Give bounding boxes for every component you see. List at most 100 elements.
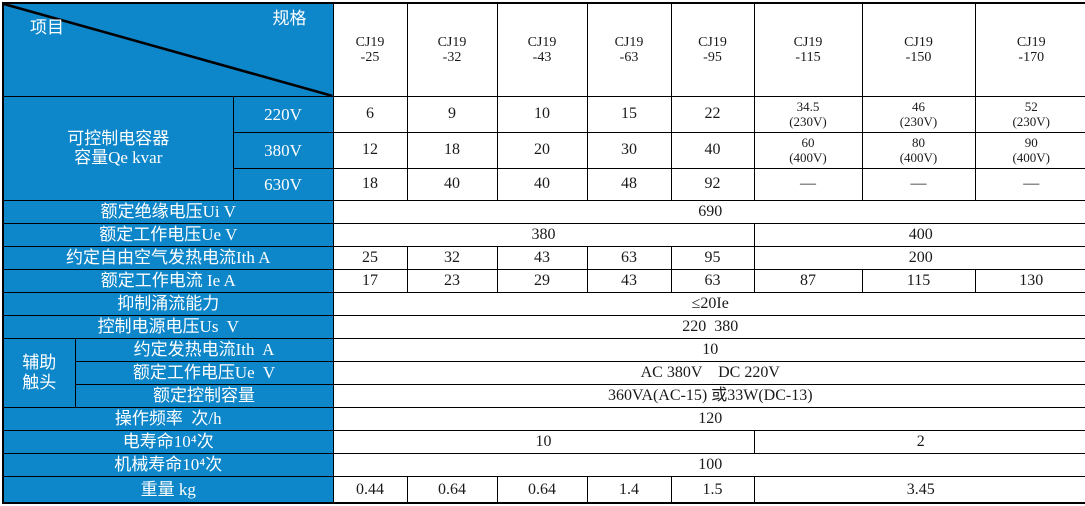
col-header-cj19-115: CJ19 -115 — [753, 2, 863, 97]
cell-380v-cj19-150: 80 (400V) — [861, 131, 976, 169]
insulation-label: 额定绝缘电压Ui V — [2, 199, 334, 224]
working-voltage-right: 400 — [753, 222, 1085, 247]
capacitor-630v-label: 630V — [232, 167, 334, 201]
cell-ith-cj19-63: 63 — [586, 245, 672, 270]
insulation-value: 690 — [332, 199, 1085, 224]
frequency-value: 120 — [332, 406, 1085, 431]
header-row: 项目 规格 CJ19 -25 CJ19 -32 CJ19 -43 CJ19 -6… — [2, 2, 1085, 97]
col-header-cj19-63: CJ19 -63 — [586, 2, 672, 97]
cell-ith-cj19-43: 43 — [496, 245, 588, 270]
cell-630v-cj19-43: 40 — [496, 167, 588, 201]
aux-capacity-label: 额定控制容量 — [74, 383, 334, 408]
row-aux-capacity: 额定控制容量 360VA(AC-15) 或33W(DC-13) — [3, 383, 1085, 408]
cell-220v-cj19-170: 52 (230V) — [974, 95, 1085, 133]
cell-380v-cj19-115: 60 (400V) — [753, 131, 863, 169]
cell-ith-cj19-95: 95 — [670, 245, 755, 270]
electrical-life-left: 10 — [332, 429, 755, 454]
cell-380v-cj19-25: 12 — [332, 131, 408, 169]
mechanical-life-value: 100 — [332, 452, 1085, 477]
control-voltage-value: 220 380 — [332, 314, 1085, 339]
aux-voltage-value: AC 380V DC 220V — [332, 360, 1085, 385]
cell-ith-cj19-32: 32 — [406, 245, 498, 270]
cell-380v-cj19-95: 40 — [670, 131, 755, 169]
row-aux-voltage: 额定工作电压Ue V AC 380V DC 220V — [3, 360, 1085, 385]
aux-voltage-label: 额定工作电压Ue V — [74, 360, 334, 385]
cell-ie-cj19-170: 130 — [974, 268, 1085, 293]
working-voltage-label: 额定工作电压Ue V — [2, 222, 334, 247]
cell-ie-cj19-25: 17 — [332, 268, 408, 293]
cell-220v-cj19-95: 22 — [670, 95, 755, 133]
cell-630v-cj19-170: — — [974, 167, 1085, 201]
corner-cell: 项目 规格 — [2, 2, 334, 97]
control-voltage-label: 控制电源电压Us V — [2, 314, 334, 339]
cell-ie-cj19-95: 63 — [670, 268, 755, 293]
mechanical-life-label: 机械寿命10⁴次 — [2, 452, 334, 477]
inrush-label: 抑制涌流能力 — [2, 291, 334, 316]
cell-ie-cj19-150: 115 — [861, 268, 976, 293]
cell-ie-cj19-63: 43 — [586, 268, 672, 293]
aux-group-label: 辅助 触头 — [2, 337, 76, 408]
diagonal-divider — [4, 4, 332, 96]
row-frequency: 操作频率 次/h 120 — [2, 406, 1085, 431]
row-capacitor-220v: 可控制电容器 容量Qe kvar 220V 6 9 10 15 22 34.5 … — [2, 95, 1085, 201]
col-header-cj19-150: CJ19 -150 — [861, 2, 976, 97]
row-insulation-voltage: 额定绝缘电压Ui V 690 — [2, 199, 1085, 224]
corner-spec-label: 规格 — [272, 9, 307, 28]
cell-220v-cj19-115: 34.5 (230V) — [753, 95, 863, 133]
cell-630v-cj19-25: 18 — [332, 167, 408, 201]
col-header-cj19-95: CJ19 -95 — [670, 2, 755, 97]
cell-380v-cj19-32: 18 — [406, 131, 498, 169]
row-electrical-life: 电寿命10⁴次 10 2 — [2, 429, 1085, 454]
row-control-voltage: 控制电源电压Us V 220 380 — [2, 314, 1085, 339]
corner-item-label: 项目 — [30, 18, 64, 37]
row-inrush: 抑制涌流能力 ≤20Ie — [2, 291, 1085, 316]
frequency-label: 操作频率 次/h — [2, 406, 334, 431]
aux-capacity-value: 360VA(AC-15) 或33W(DC-13) — [332, 383, 1085, 408]
aux-thermal-label: 约定发热电流Ith A — [74, 337, 334, 362]
cell-630v-cj19-115: — — [753, 167, 863, 201]
col-header-cj19-43: CJ19 -43 — [496, 2, 588, 97]
cell-220v-cj19-32: 9 — [406, 95, 498, 133]
free-air-current-label: 约定自由空气发热电流Ith A — [2, 245, 334, 270]
row-rated-current: 额定工作电流 Ie A 17 23 29 43 63 87 115 130 — [2, 268, 1085, 293]
cell-630v-cj19-32: 40 — [406, 167, 498, 201]
inrush-value: ≤20Ie — [332, 291, 1085, 316]
cell-weight-cj19-25: 0.44 — [332, 475, 408, 504]
rated-current-label: 额定工作电流 Ie A — [2, 268, 334, 293]
cell-weight-cj19-32: 0.64 — [406, 475, 498, 504]
cell-weight-cj19-95: 1.5 — [670, 475, 755, 504]
weight-label: 重量 kg — [2, 475, 334, 504]
row-capacitor-630v: 630V 18 40 40 48 92 — — — — [3, 167, 1085, 201]
cell-380v-cj19-170: 90 (400V) — [974, 131, 1085, 169]
aux-thermal-value: 10 — [332, 337, 1085, 362]
row-working-voltage: 额定工作电压Ue V 380 400 — [2, 222, 1085, 247]
cell-ie-cj19-32: 23 — [406, 268, 498, 293]
cell-380v-cj19-43: 20 — [496, 131, 588, 169]
electrical-life-label: 电寿命10⁴次 — [2, 429, 334, 454]
electrical-life-right: 2 — [753, 429, 1085, 454]
cell-ie-cj19-115: 87 — [753, 268, 863, 293]
col-header-cj19-25: CJ19 -25 — [332, 2, 408, 97]
cell-220v-cj19-25: 6 — [332, 95, 408, 133]
working-voltage-left: 380 — [332, 222, 755, 247]
cell-220v-cj19-63: 15 — [586, 95, 672, 133]
capacitor-380v-label: 380V — [232, 131, 334, 169]
row-weight: 重量 kg 0.44 0.64 0.64 1.4 1.5 3.45 — [2, 475, 1085, 504]
cell-630v-cj19-95: 92 — [670, 167, 755, 201]
col-header-cj19-170: CJ19 -170 — [974, 2, 1085, 97]
cell-220v-cj19-43: 10 — [496, 95, 588, 133]
cell-ith-merged-right: 200 — [753, 245, 1085, 270]
col-header-cj19-32: CJ19 -32 — [406, 2, 498, 97]
capacitor-section-title: 可控制电容器 容量Qe kvar — [2, 95, 234, 201]
row-aux-thermal: 辅助 触头 约定发热电流Ith A 10 — [2, 337, 1085, 408]
cell-630v-cj19-63: 48 — [586, 167, 672, 201]
cell-220v-cj19-150: 46 (230V) — [861, 95, 976, 133]
cell-380v-cj19-63: 30 — [586, 131, 672, 169]
row-mechanical-life: 机械寿命10⁴次 100 — [2, 452, 1085, 477]
row-free-air-current: 约定自由空气发热电流Ith A 25 32 43 63 95 200 — [2, 245, 1085, 270]
capacitor-220v-label: 220V — [232, 95, 334, 133]
cell-ith-cj19-25: 25 — [332, 245, 408, 270]
cell-ie-cj19-43: 29 — [496, 268, 588, 293]
